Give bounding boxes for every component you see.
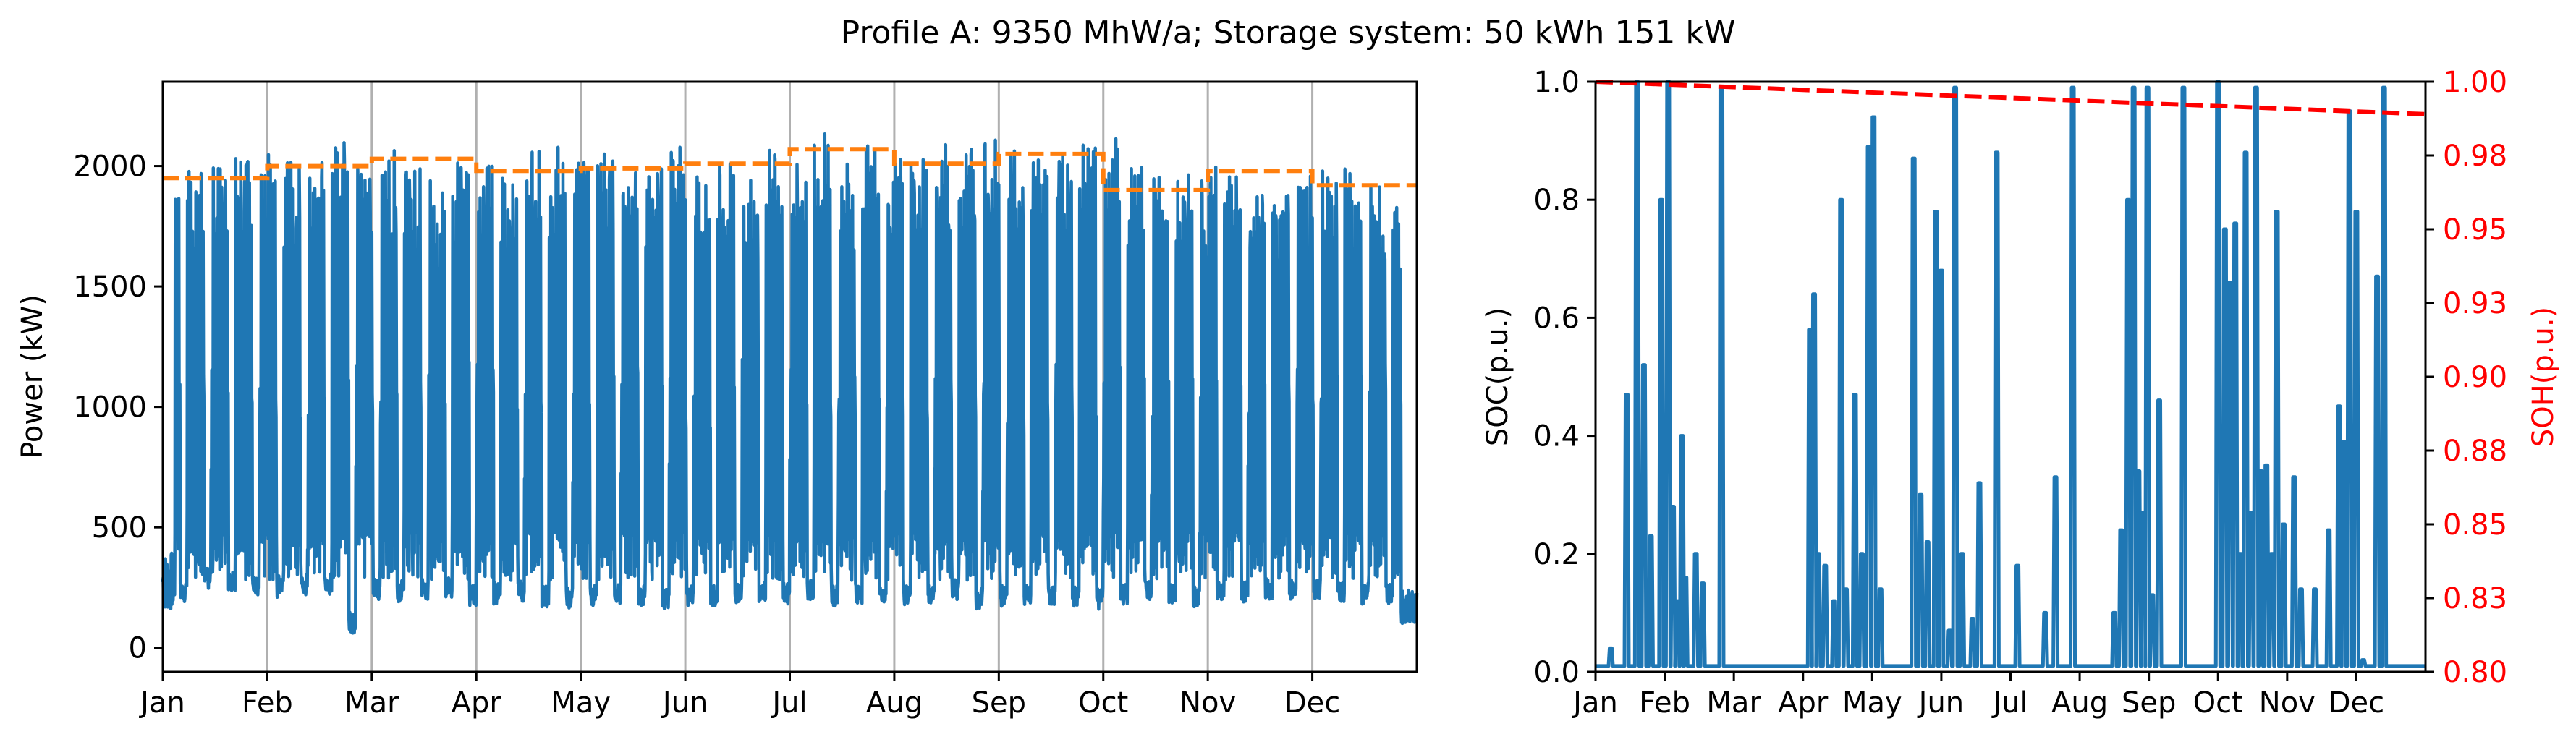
soc-ytick-label: 0.4: [1533, 420, 1580, 453]
soh-ytick-label: 1.00: [2443, 66, 2507, 99]
soc-ytick-label: 0.2: [1533, 538, 1580, 571]
soh-ytick-label: 0.98: [2443, 140, 2507, 173]
soc-ytick-label: 0.6: [1533, 302, 1580, 335]
monthly-max-dashed-line: [163, 147, 1417, 192]
soc-xtick-label: Sep: [2122, 686, 2176, 720]
soc-ytick-label: 0.0: [1533, 656, 1580, 689]
soh-ytick-label: 0.85: [2443, 508, 2507, 542]
power-xtick-label: May: [551, 686, 611, 720]
soc-xtick-label: Mar: [1706, 686, 1761, 720]
soh-dashed-line: [1595, 80, 2426, 116]
soc-xtick-label: Apr: [1778, 686, 1829, 720]
power-ytick-label: 0: [129, 632, 147, 665]
soc-xtick-label: Jul: [1991, 686, 2028, 720]
soh-ytick-label: 0.93: [2443, 287, 2507, 320]
soc-xtick-label: Dec: [2329, 686, 2384, 720]
power-ytick-label: 1500: [73, 270, 147, 304]
soc-ytick-label: 0.8: [1533, 184, 1580, 217]
soh-y-axis-label: SOH(p.u.): [2527, 307, 2560, 447]
soh-ytick-label: 0.95: [2443, 213, 2507, 247]
power-xtick-label: Sep: [972, 686, 1026, 720]
soc-xtick-label: Jun: [1917, 686, 1965, 720]
power-xtick-label: Jan: [138, 686, 185, 720]
power-ytick-label: 1000: [73, 391, 147, 425]
power-xtick-label: Mar: [344, 686, 399, 720]
soh-ytick-label: 0.83: [2443, 582, 2507, 615]
soc-xtick-label: Jan: [1571, 686, 1618, 720]
power-y-axis-label: Power (kW): [16, 294, 49, 459]
soc-xtick-label: Feb: [1639, 686, 1690, 720]
soc-series-line: [1596, 80, 2425, 668]
power-xtick-label: Jul: [770, 686, 807, 720]
soc-y-axis-label: SOC(p.u.): [1481, 307, 1514, 446]
power-xtick-label: Feb: [242, 686, 293, 720]
power-ytick-label: 2000: [73, 150, 147, 184]
power-xtick-label: Aug: [866, 686, 923, 720]
soc-xtick-label: Aug: [2051, 686, 2108, 720]
soc-xtick-label: Nov: [2259, 686, 2316, 720]
power-ytick-label: 500: [92, 511, 147, 545]
power-xtick-label: Dec: [1284, 686, 1340, 720]
figure-title: Profile A: 9350 MhW/a; Storage system: 5…: [840, 14, 1736, 51]
soh-ytick-label: 0.80: [2443, 656, 2507, 689]
power-series-line: [161, 132, 1419, 635]
power-xtick-label: Nov: [1179, 686, 1236, 720]
power-xtick-label: Apr: [452, 686, 502, 720]
soc-ytick-label: 1.0: [1533, 66, 1580, 99]
power-xtick-label: Oct: [1078, 686, 1128, 720]
power-xtick-label: Jun: [661, 686, 708, 720]
soh-ytick-label: 0.88: [2443, 435, 2507, 468]
soc-xtick-label: Oct: [2193, 686, 2243, 720]
soc-xtick-label: May: [1842, 686, 1902, 720]
soh-ytick-label: 0.90: [2443, 361, 2507, 394]
